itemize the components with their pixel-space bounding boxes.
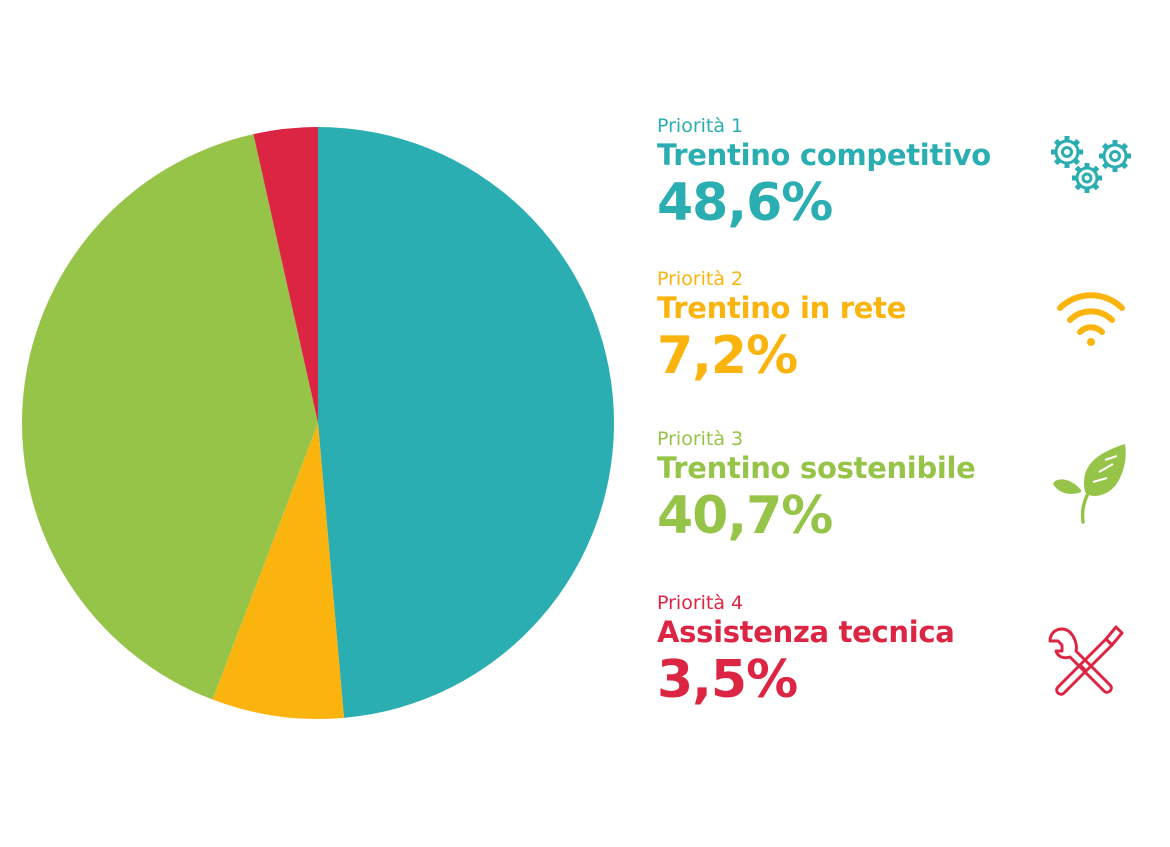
- legend-item-priority-1: Priorità 1 Trentino competitivo 48,6%: [657, 115, 1157, 233]
- legend-priority-label: Priorità 3: [657, 428, 744, 450]
- legend-priority-label: Priorità 4: [657, 592, 744, 614]
- pie-slice-3: [21, 134, 319, 700]
- wifi-icon: [1046, 276, 1136, 366]
- pie-chart: [21, 127, 615, 719]
- leaf-icon: [1045, 434, 1135, 524]
- legend-slice-name: Trentino competitivo: [657, 138, 991, 172]
- legend-slice-value: 48,6%: [657, 173, 833, 233]
- tools-icon: [1040, 615, 1130, 705]
- legend-slice-value: 40,7%: [657, 486, 833, 546]
- legend-priority-label: Priorità 2: [657, 268, 744, 290]
- pie-slice-2: [212, 423, 345, 719]
- pie-slice-1: [318, 127, 615, 718]
- legend-slice-name: Trentino in rete: [657, 291, 907, 325]
- legend-item-priority-4: Priorità 4 Assistenza tecnica 3,5%: [657, 592, 1157, 710]
- legend-slice-name: Trentino sostenibile: [657, 451, 976, 485]
- legend-priority-label: Priorità 1: [657, 115, 744, 137]
- legend-item-priority-3: Priorità 3 Trentino sostenibile 40,7%: [657, 428, 1157, 546]
- legend-slice-name: Assistenza tecnica: [657, 615, 955, 649]
- gears-icon: [1045, 122, 1135, 212]
- legend-slice-value: 7,2%: [657, 326, 798, 386]
- legend-item-priority-2: Priorità 2 Trentino in rete 7,2%: [657, 268, 1157, 386]
- pie-slice-4: [253, 127, 318, 423]
- legend-slice-value: 3,5%: [657, 650, 798, 710]
